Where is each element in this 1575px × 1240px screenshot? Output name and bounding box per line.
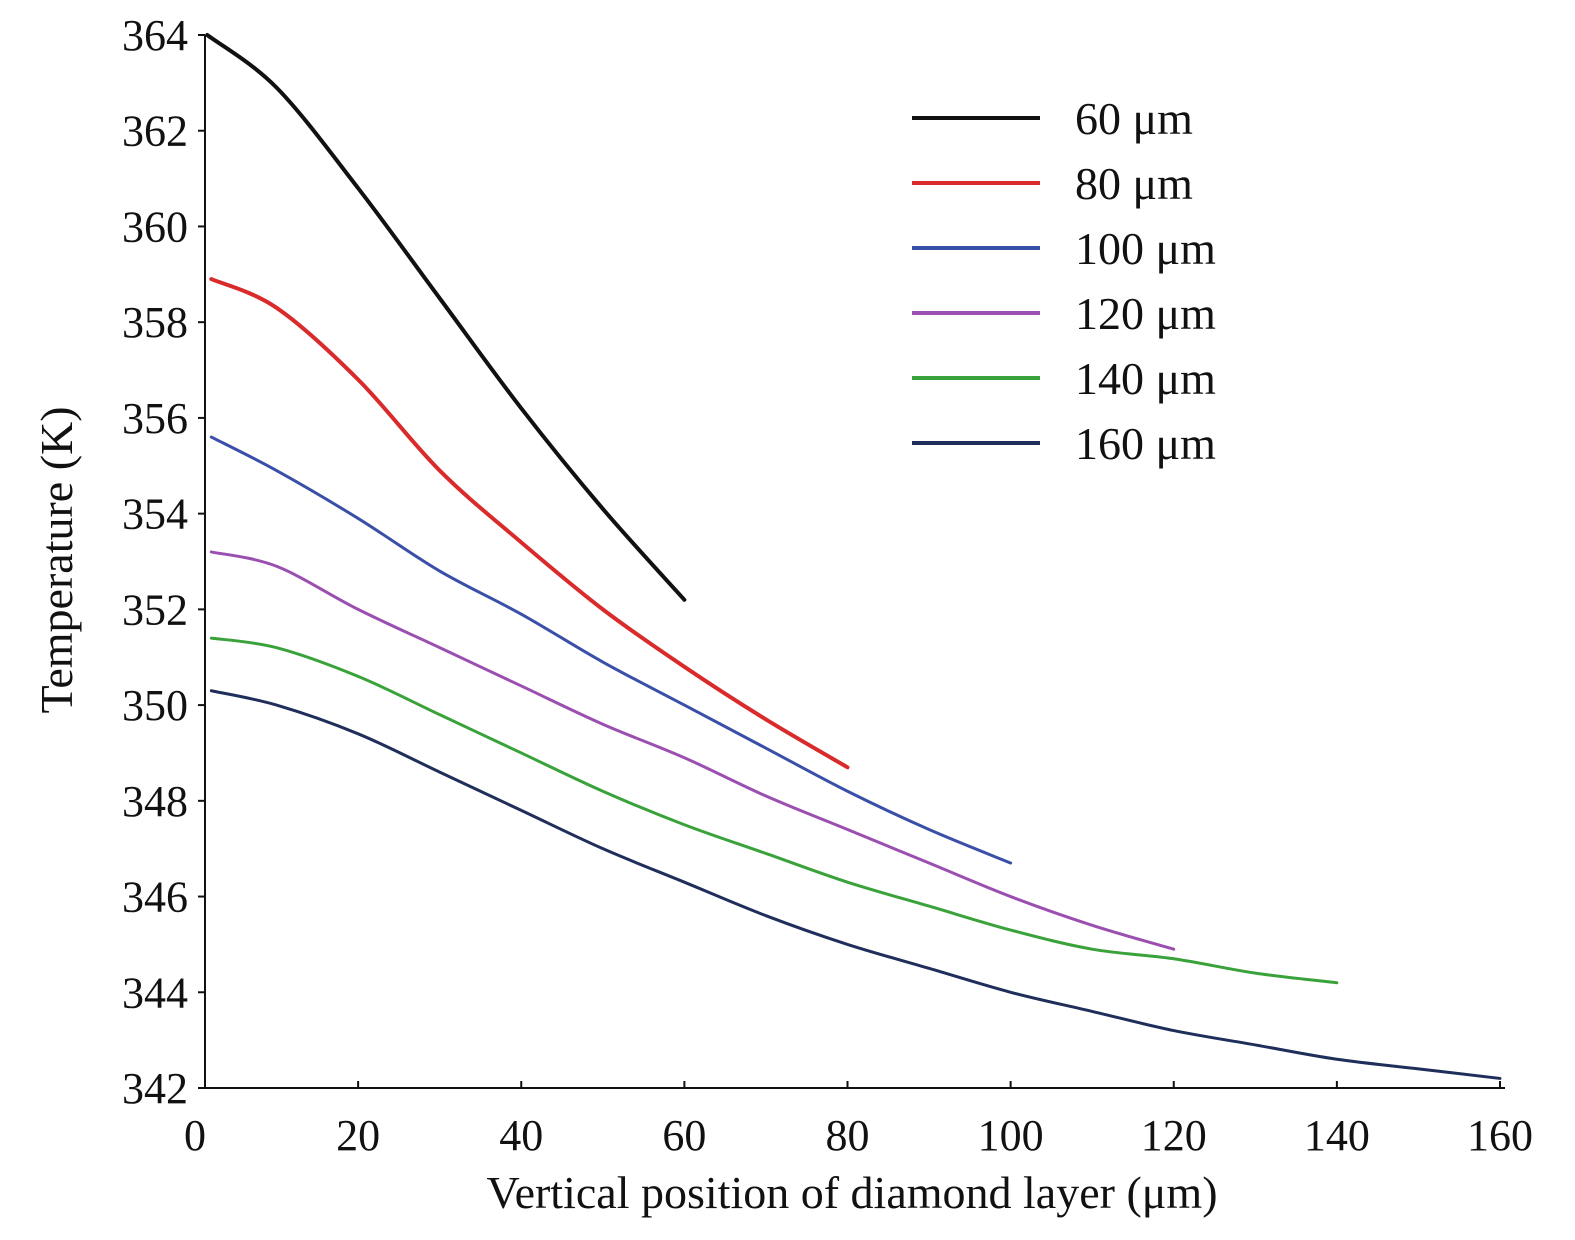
y-tick-label: 348 [122,777,188,826]
y-tick-label: 356 [122,394,188,443]
y-tick-label: 352 [122,585,188,634]
x-tick-label: 140 [1304,1111,1370,1160]
legend-label: 140 μm [1075,353,1216,404]
legend-label: 60 μm [1075,93,1193,144]
x-tick-label: 40 [499,1111,543,1160]
y-tick-label: 344 [122,968,188,1017]
x-tick-label: 60 [662,1111,706,1160]
y-tick-label: 362 [122,107,188,156]
series-line-60um [205,33,687,602]
series-line-160um [209,689,1502,1080]
x-tick-label: 160 [1467,1111,1533,1160]
series-line-140um [209,636,1339,985]
legend-label: 160 μm [1075,418,1216,469]
series-lines [205,33,1502,1080]
x-tick-label: 0 [184,1111,206,1160]
x-tick-label: 120 [1141,1111,1207,1160]
x-tick-label: 100 [978,1111,1044,1160]
x-tick-label: 20 [336,1111,380,1160]
y-tick-label: 342 [122,1064,188,1113]
axes: 342 344 346 348 350 352 354 356 358 360 362 364 0 20 4… [122,11,1533,1160]
y-tick-label: 350 [122,681,188,730]
legend-label: 120 μm [1075,288,1216,339]
y-tick-label: 346 [122,873,188,922]
y-tick-label: 364 [122,11,188,60]
x-axis-label: Vertical position of diamond layer (μm) [486,1167,1217,1218]
legend-label: 100 μm [1075,223,1216,274]
series-line-120um [209,550,1176,951]
y-tick-label: 354 [122,490,188,539]
x-tick-label: 80 [826,1111,870,1160]
y-tick-label: 360 [122,202,188,251]
y-tick-label: 358 [122,298,188,347]
legend-label: 80 μm [1075,158,1193,209]
legend: 60 μm 80 μm 100 μm 120 μm 140 μm 160 μm [912,93,1216,469]
y-axis-label: Temperature (K) [31,406,82,713]
series-line-100um [209,435,1013,865]
series-line-80um [209,277,850,770]
